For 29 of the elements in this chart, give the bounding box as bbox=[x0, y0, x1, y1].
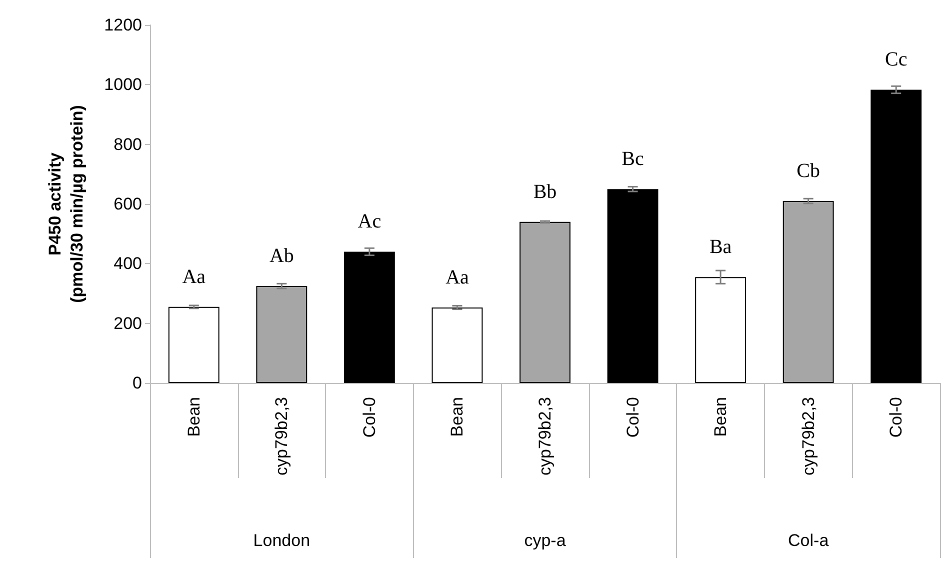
data-label: Aa bbox=[182, 266, 206, 288]
x-tick-label: cyp79b2,3 bbox=[536, 397, 554, 476]
y-tick-label: 400 bbox=[114, 254, 142, 274]
y-tick-label: 600 bbox=[114, 194, 142, 214]
data-label: Ac bbox=[358, 210, 382, 233]
text: Col-a bbox=[788, 531, 830, 550]
x-tick-label: Bean bbox=[448, 397, 467, 437]
data-label: Bc bbox=[622, 148, 644, 170]
y-tick-label: 1200 bbox=[104, 16, 142, 34]
x-tick-label: Bean bbox=[184, 397, 204, 437]
x-tick-label: cyp79b2,3 bbox=[798, 397, 818, 476]
y-tick-label: 0 bbox=[132, 374, 142, 392]
x-tick-label: Bean bbox=[711, 397, 730, 437]
data-label: Ba bbox=[709, 236, 732, 258]
text: London bbox=[253, 531, 310, 550]
x-tick-label: Col-0 bbox=[886, 397, 906, 438]
y-tick-label: 1000 bbox=[104, 75, 142, 94]
data-label: Ab bbox=[269, 245, 294, 268]
y-tick-label: 800 bbox=[114, 134, 142, 154]
data-label: Cb bbox=[796, 160, 820, 182]
text: cyp-a bbox=[524, 531, 566, 550]
data-label: Aa bbox=[446, 266, 469, 289]
x-tick-label: Col-0 bbox=[360, 397, 379, 438]
y-tick-label: 200 bbox=[114, 314, 142, 333]
data-label: Cc bbox=[885, 48, 908, 71]
x-tick-label: Col-0 bbox=[623, 397, 642, 438]
y-axis-title: P450 activity (pmol/30 min/µg protein) bbox=[46, 105, 86, 303]
x-tick-label: cyp79b2,3 bbox=[272, 397, 292, 476]
data-label: Bb bbox=[533, 180, 557, 203]
